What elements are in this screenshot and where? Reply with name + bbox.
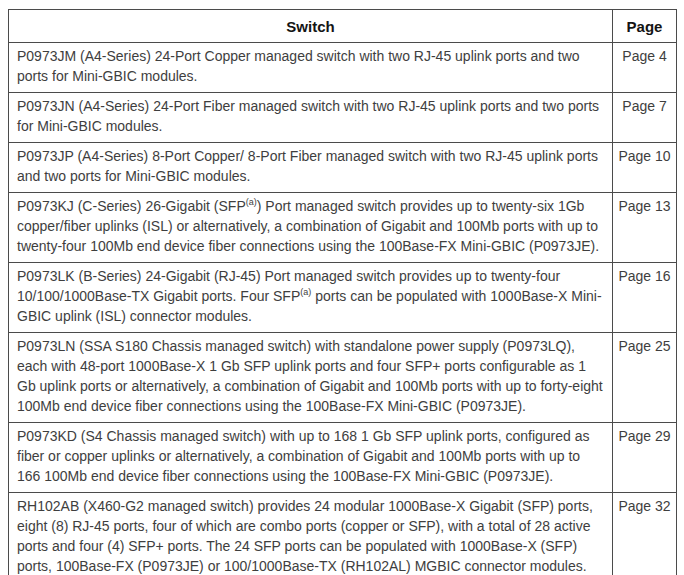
switch-description-text: RH102AB (X460-G2 managed switch) provide… <box>17 498 593 575</box>
switch-description-cell: P0973KD (S4 Chassis managed switch) with… <box>9 423 613 493</box>
table-row: P0973LK (B-Series) 24-Gigabit (RJ-45) Po… <box>9 263 677 333</box>
switch-description-text: P0973JP (A4-Series) 8-Port Copper/ 8-Por… <box>17 148 598 184</box>
footnote-superscript: (a) <box>300 287 311 297</box>
switch-description-cell: P0973LK (B-Series) 24-Gigabit (RJ-45) Po… <box>9 263 613 333</box>
switch-description-cell: P0973KJ (C-Series) 26-Gigabit (SFP(a)) P… <box>9 193 613 263</box>
switch-description-text: P0973KJ (C-Series) 26-Gigabit (SFP <box>17 198 246 214</box>
page-reference-cell: Page 25 <box>613 333 677 423</box>
switch-page-table: Switch Page P0973JM (A4-Series) 24-Port … <box>8 9 677 575</box>
table-header-row: Switch Page <box>9 10 677 43</box>
page-reference-cell: Page 32 <box>613 493 677 575</box>
table-row: P0973JM (A4-Series) 24-Port Copper manag… <box>9 43 677 93</box>
page-reference-cell: Page 10 <box>613 143 677 193</box>
switch-description-cell: P0973LN (SSA S180 Chassis managed switch… <box>9 333 613 423</box>
page-reference-cell: Page 7 <box>613 93 677 143</box>
table-row: P0973KJ (C-Series) 26-Gigabit (SFP(a)) P… <box>9 193 677 263</box>
page-reference-cell: Page 4 <box>613 43 677 93</box>
page-reference-cell: Page 13 <box>613 193 677 263</box>
switch-description-text: P0973KD (S4 Chassis managed switch) with… <box>17 428 590 484</box>
switch-description-text: P0973LN (SSA S180 Chassis managed switch… <box>17 338 603 414</box>
table-row: P0973JN (A4-Series) 24-Port Fiber manage… <box>9 93 677 143</box>
switch-description-cell: P0973JN (A4-Series) 24-Port Fiber manage… <box>9 93 613 143</box>
page-reference-cell: Page 29 <box>613 423 677 493</box>
page-column-header: Page <box>613 10 677 43</box>
switch-column-header: Switch <box>9 10 613 43</box>
footnote-superscript: (a) <box>246 197 257 207</box>
switch-description-cell: P0973JP (A4-Series) 8-Port Copper/ 8-Por… <box>9 143 613 193</box>
table-row: P0973LN (SSA S180 Chassis managed switch… <box>9 333 677 423</box>
table-row: P0973KD (S4 Chassis managed switch) with… <box>9 423 677 493</box>
page-reference-cell: Page 16 <box>613 263 677 333</box>
switch-description-text: P0973JM (A4-Series) 24-Port Copper manag… <box>17 48 580 84</box>
table-row: RH102AB (X460-G2 managed switch) provide… <box>9 493 677 575</box>
document-page: Switch Page P0973JM (A4-Series) 24-Port … <box>0 0 684 575</box>
switch-description-text: P0973JN (A4-Series) 24-Port Fiber manage… <box>17 98 599 134</box>
table-row: P0973JP (A4-Series) 8-Port Copper/ 8-Por… <box>9 143 677 193</box>
switch-description-cell: RH102AB (X460-G2 managed switch) provide… <box>9 493 613 575</box>
switch-description-cell: P0973JM (A4-Series) 24-Port Copper manag… <box>9 43 613 93</box>
